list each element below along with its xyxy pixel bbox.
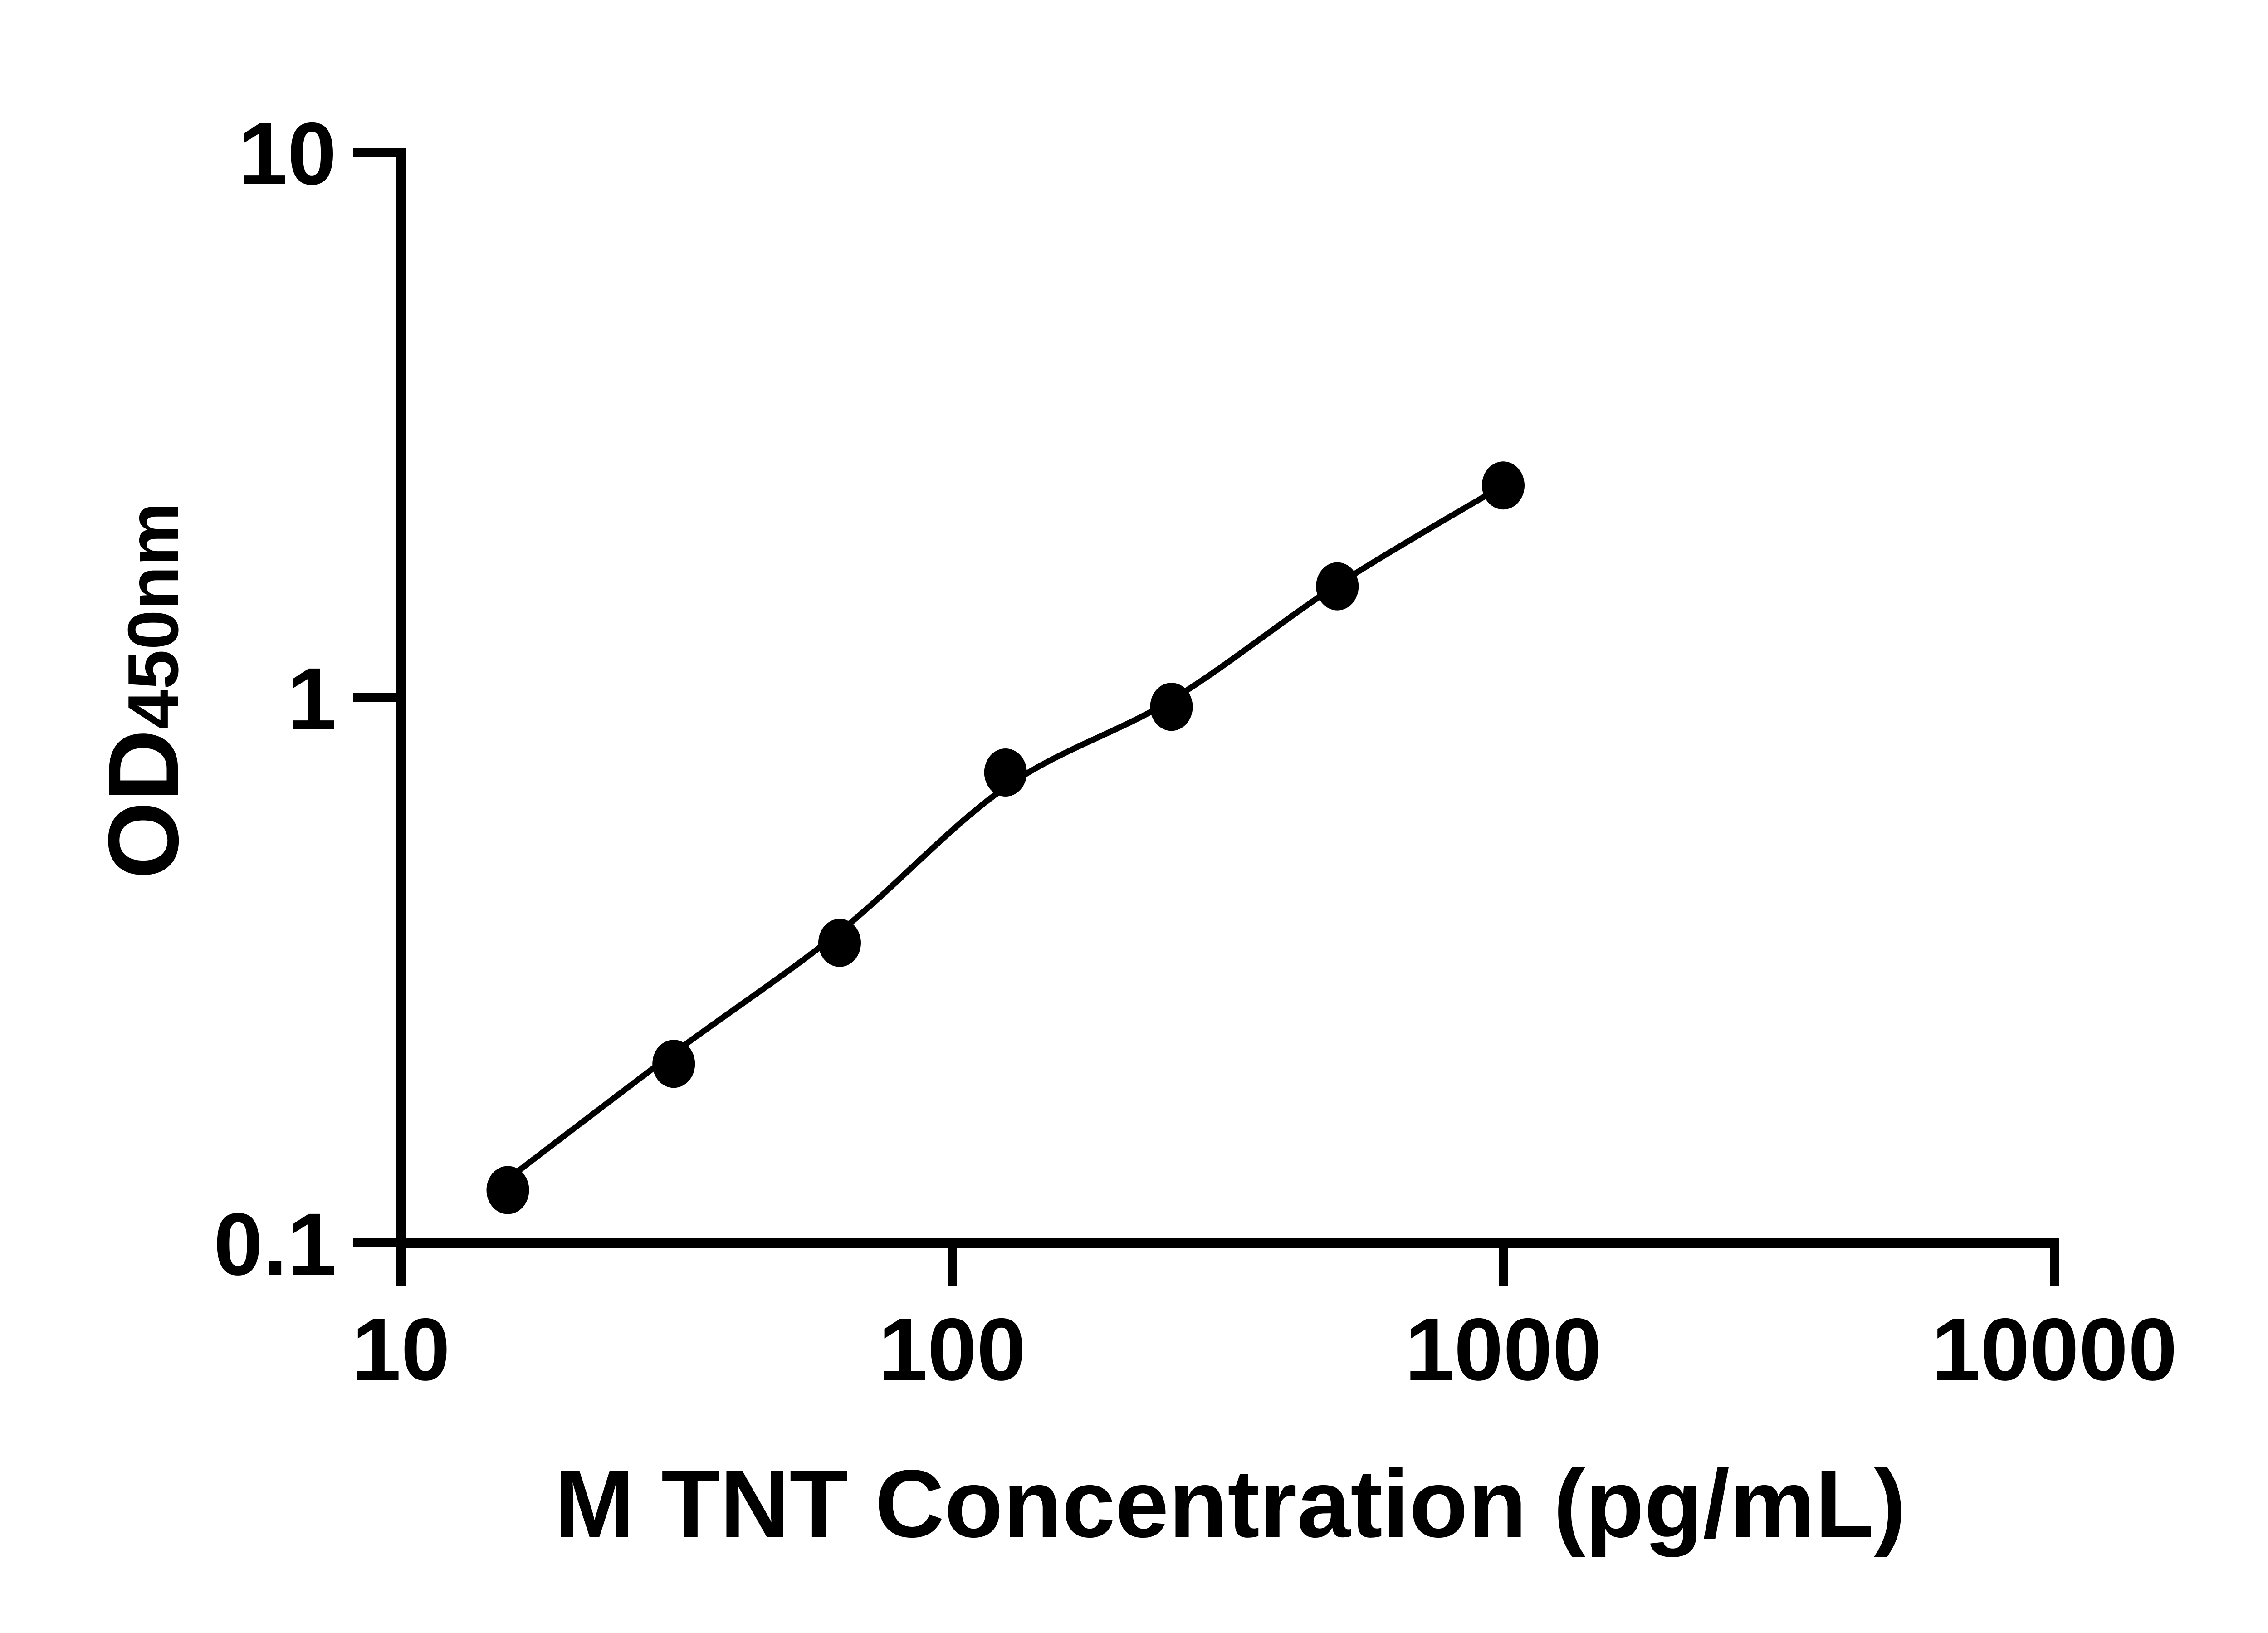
x-tick-label-10: 10 [352,1300,450,1399]
x-axis-title: M TNT Concentration (pg/mL) [554,1450,1906,1557]
y-tick-label-10: 10 [238,104,337,203]
data-point-x500 [1316,562,1359,611]
y-axis-title: OD450nm [88,502,199,879]
y-tick-label-1: 1 [288,650,337,748]
data-point-x125 [984,748,1027,797]
y-axis-title-main: OD [88,729,199,879]
data-point-x250 [1150,683,1193,731]
y-tick-label-0.1: 0.1 [214,1195,337,1294]
x-tick-label-10000: 10000 [1931,1300,2177,1399]
y-axis-title-subscript: 450nm [113,502,193,729]
data-point-x1000 [1482,461,1525,510]
x-tick-label-100: 100 [878,1300,1026,1399]
data-point-x15.625 [486,1166,529,1214]
x-tick-label-1000: 1000 [1405,1300,1602,1399]
data-point-x31.25 [652,1040,695,1088]
data-point-x62.5 [818,919,861,967]
